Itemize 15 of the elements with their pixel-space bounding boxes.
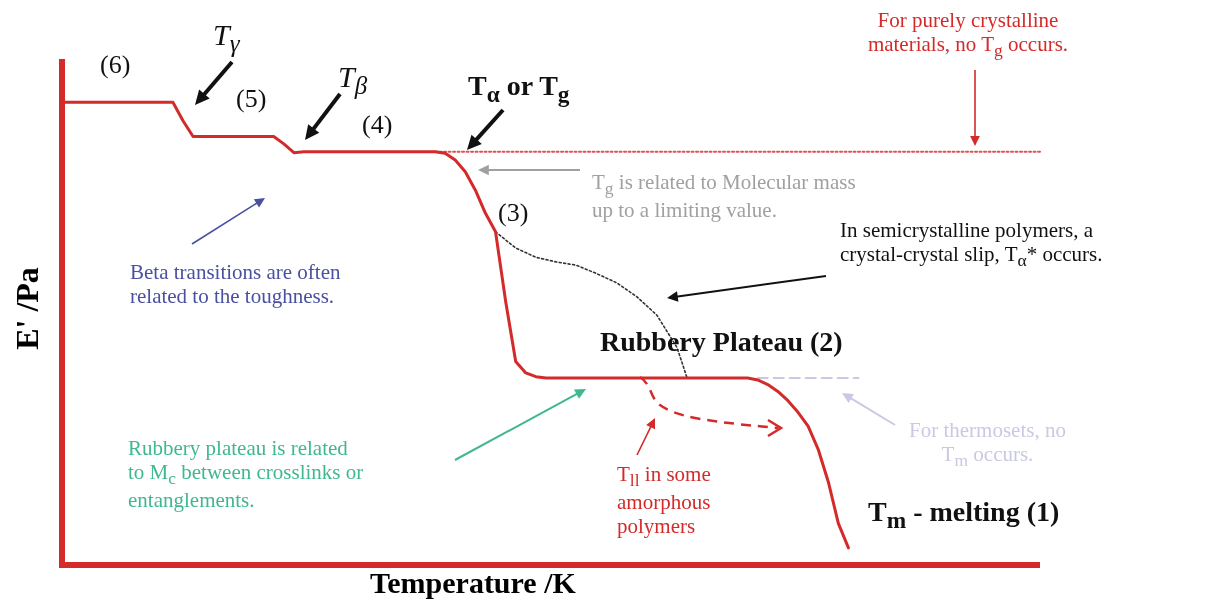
text: (6) [100, 50, 131, 80]
text: T$_{β}$ [338, 60, 368, 101]
annotation: Rubbery Plateau (2) [600, 326, 843, 359]
annotation: T$_{m}$ - melting (1) [868, 496, 1060, 534]
text: T$_{γ}$ [213, 18, 240, 59]
annotation: T$_{ll}$ in some amorphous polymers [617, 462, 712, 539]
y-axis-title: E' /Pa [8, 266, 46, 352]
annotation: Beta transitions are often related to the toughness. [130, 260, 342, 309]
annotation: (4) [362, 110, 393, 140]
annotation: (5) [236, 84, 267, 114]
text: For purely crystalline materials, no T$_{g}$ occurs. [866, 8, 1070, 61]
annotation: (3) [498, 198, 529, 228]
x-axis-title: Temperature /K [370, 566, 576, 600]
annotation: T$_{α}$ or T$_{g}$ [468, 70, 570, 108]
annotation: Rubbery plateau is related to M$_{c}$ between crosslinks or entanglements. [128, 436, 365, 513]
